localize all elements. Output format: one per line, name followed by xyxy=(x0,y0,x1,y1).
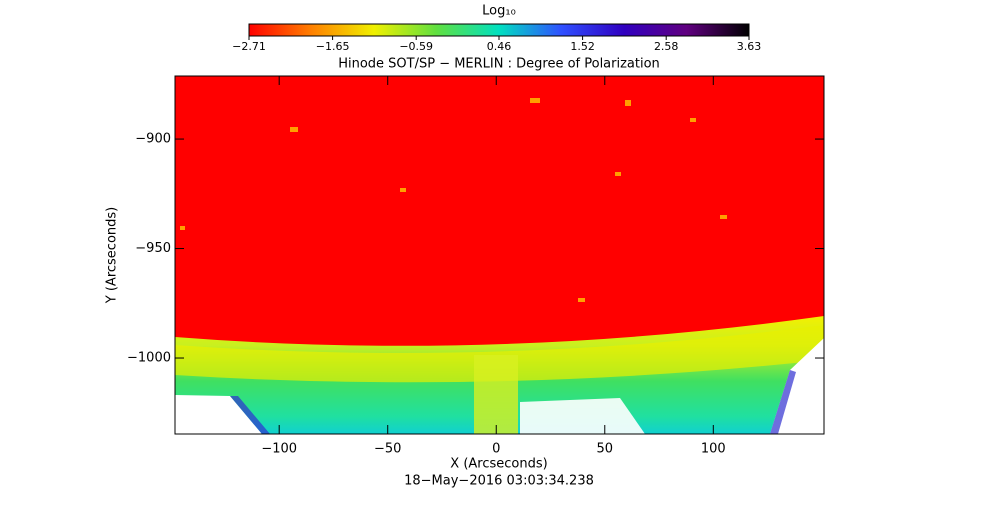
colorbar-tick-label: 0.46 xyxy=(487,40,512,53)
colorbar-label: Log₁₀ xyxy=(482,4,516,19)
colorbar-tick-label: −0.59 xyxy=(399,40,433,53)
x-tick-label: −50 xyxy=(374,442,401,457)
colorbar-tick-label: 1.52 xyxy=(570,40,595,53)
x-tick-label: 50 xyxy=(596,442,613,457)
colorbar xyxy=(248,23,750,37)
image xyxy=(175,76,824,434)
x-axis-label: X (Arcseconds) xyxy=(450,457,547,472)
colorbar-tick-label: −2.71 xyxy=(232,40,266,53)
x-tick-label: 100 xyxy=(701,442,726,457)
x-tick-label: 0 xyxy=(492,442,500,457)
y-tick-label: −950 xyxy=(135,241,171,256)
y-tick-label: −900 xyxy=(135,132,171,147)
colorbar-tick-label: −1.65 xyxy=(316,40,350,53)
chart-title: Hinode SOT/SP − MERLIN : Degree of Polar… xyxy=(338,57,660,72)
plot-frame xyxy=(174,75,825,435)
x-tick-label: −100 xyxy=(261,442,297,457)
y-axis-label: Y (Arcseconds) xyxy=(105,207,120,304)
y-tick-label: −1000 xyxy=(127,351,171,366)
colorbar-tick-label: 2.58 xyxy=(654,40,679,53)
date-label: 18−May−2016 03:03:34.238 xyxy=(404,474,594,489)
colorbar-tick-label: 3.63 xyxy=(737,40,762,53)
